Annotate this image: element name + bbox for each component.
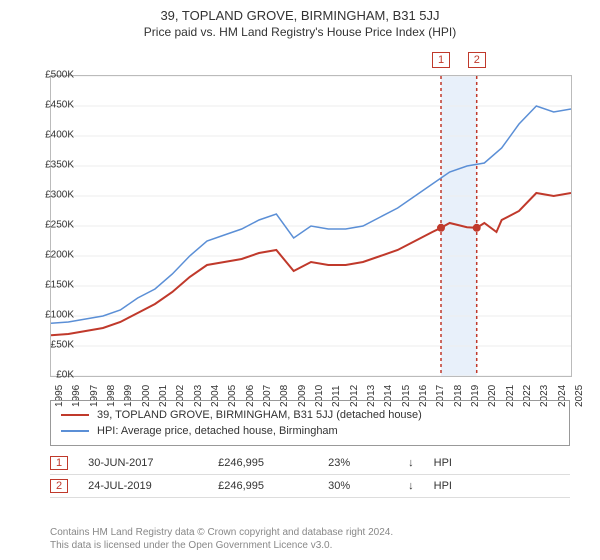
arrow-down-icon: ↓ — [408, 457, 414, 469]
sale-pct: 23% — [328, 457, 388, 469]
chart-svg — [51, 76, 571, 376]
y-tick-label: £300K — [45, 190, 74, 201]
sale-vs: HPI — [434, 457, 452, 469]
sales-table: 1 30-JUN-2017 £246,995 23% ↓ HPI 2 24-JUL-2019 £… — [50, 452, 570, 498]
legend-swatch — [61, 414, 89, 416]
y-tick-label: £400K — [45, 130, 74, 141]
legend-row: 39, TOPLAND GROVE, BIRMINGHAM, B31 5JJ (… — [61, 407, 559, 423]
y-tick-label: £350K — [45, 160, 74, 171]
table-marker: 2 — [50, 479, 68, 493]
sale-date: 24-JUL-2019 — [88, 480, 198, 492]
subtitle: Price paid vs. HM Land Registry's House … — [0, 23, 600, 45]
footer-line-2: This data is licensed under the Open Gov… — [50, 539, 393, 552]
table-row: 2 24-JUL-2019 £246,995 30% ↓ HPI — [50, 475, 570, 498]
sale-pct: 30% — [328, 480, 388, 492]
sale-date: 30-JUN-2017 — [88, 457, 198, 469]
marker-box: 1 — [432, 52, 450, 68]
y-tick-label: £450K — [45, 100, 74, 111]
legend: 39, TOPLAND GROVE, BIRMINGHAM, B31 5JJ (… — [50, 400, 570, 446]
chart-container: 39, TOPLAND GROVE, BIRMINGHAM, B31 5JJ P… — [0, 0, 600, 560]
footer: Contains HM Land Registry data © Crown c… — [50, 526, 393, 552]
table-marker: 1 — [50, 456, 68, 470]
sale-vs: HPI — [434, 480, 452, 492]
y-tick-label: £150K — [45, 280, 74, 291]
sale-price: £246,995 — [218, 480, 308, 492]
y-tick-label: £200K — [45, 250, 74, 261]
y-tick-label: £50K — [51, 340, 74, 351]
title: 39, TOPLAND GROVE, BIRMINGHAM, B31 5JJ — [0, 0, 600, 23]
sale-price: £246,995 — [218, 457, 308, 469]
legend-label: 39, TOPLAND GROVE, BIRMINGHAM, B31 5JJ (… — [97, 407, 422, 423]
legend-label: HPI: Average price, detached house, Birm… — [97, 423, 338, 439]
legend-row: HPI: Average price, detached house, Birm… — [61, 423, 559, 439]
y-tick-label: £250K — [45, 220, 74, 231]
chart-plot-area — [50, 75, 572, 377]
legend-swatch — [61, 430, 89, 432]
y-tick-label: £100K — [45, 310, 74, 321]
table-row: 1 30-JUN-2017 £246,995 23% ↓ HPI — [50, 452, 570, 475]
y-tick-label: £500K — [45, 70, 74, 81]
x-tick-label: 2025 — [574, 385, 585, 407]
marker-box: 2 — [468, 52, 486, 68]
footer-line-1: Contains HM Land Registry data © Crown c… — [50, 526, 393, 539]
y-tick-label: £0K — [56, 370, 74, 381]
arrow-down-icon: ↓ — [408, 480, 414, 492]
